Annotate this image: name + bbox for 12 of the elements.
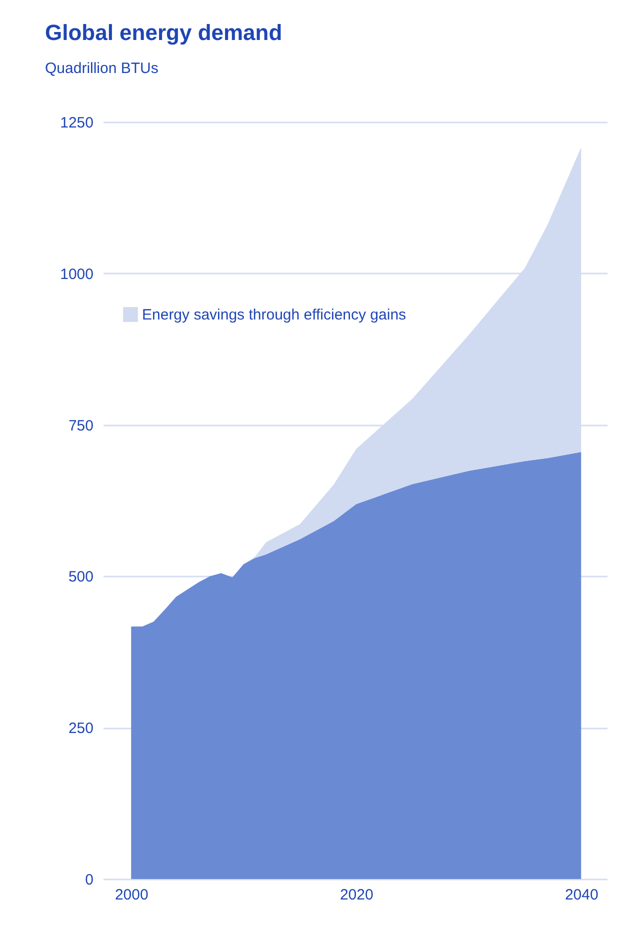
y-tick-label: 0 bbox=[85, 872, 94, 888]
x-tick-label: 2020 bbox=[340, 886, 374, 904]
chart-title: Global energy demand bbox=[45, 20, 282, 45]
y-tick-label: 1250 bbox=[60, 114, 94, 132]
y-tick-label: 250 bbox=[68, 720, 94, 738]
chart-subtitle: Quadrillion BTUs bbox=[45, 60, 158, 77]
y-tick-label: 750 bbox=[68, 417, 94, 434]
x-tick-label: 2040 bbox=[564, 886, 598, 904]
y-tick-label: 1000 bbox=[60, 266, 94, 283]
y-tick-label: 500 bbox=[68, 568, 94, 586]
x-tick-label: 2000 bbox=[114, 886, 148, 904]
legend-label: Energy savings through efficiency gains bbox=[142, 306, 406, 324]
